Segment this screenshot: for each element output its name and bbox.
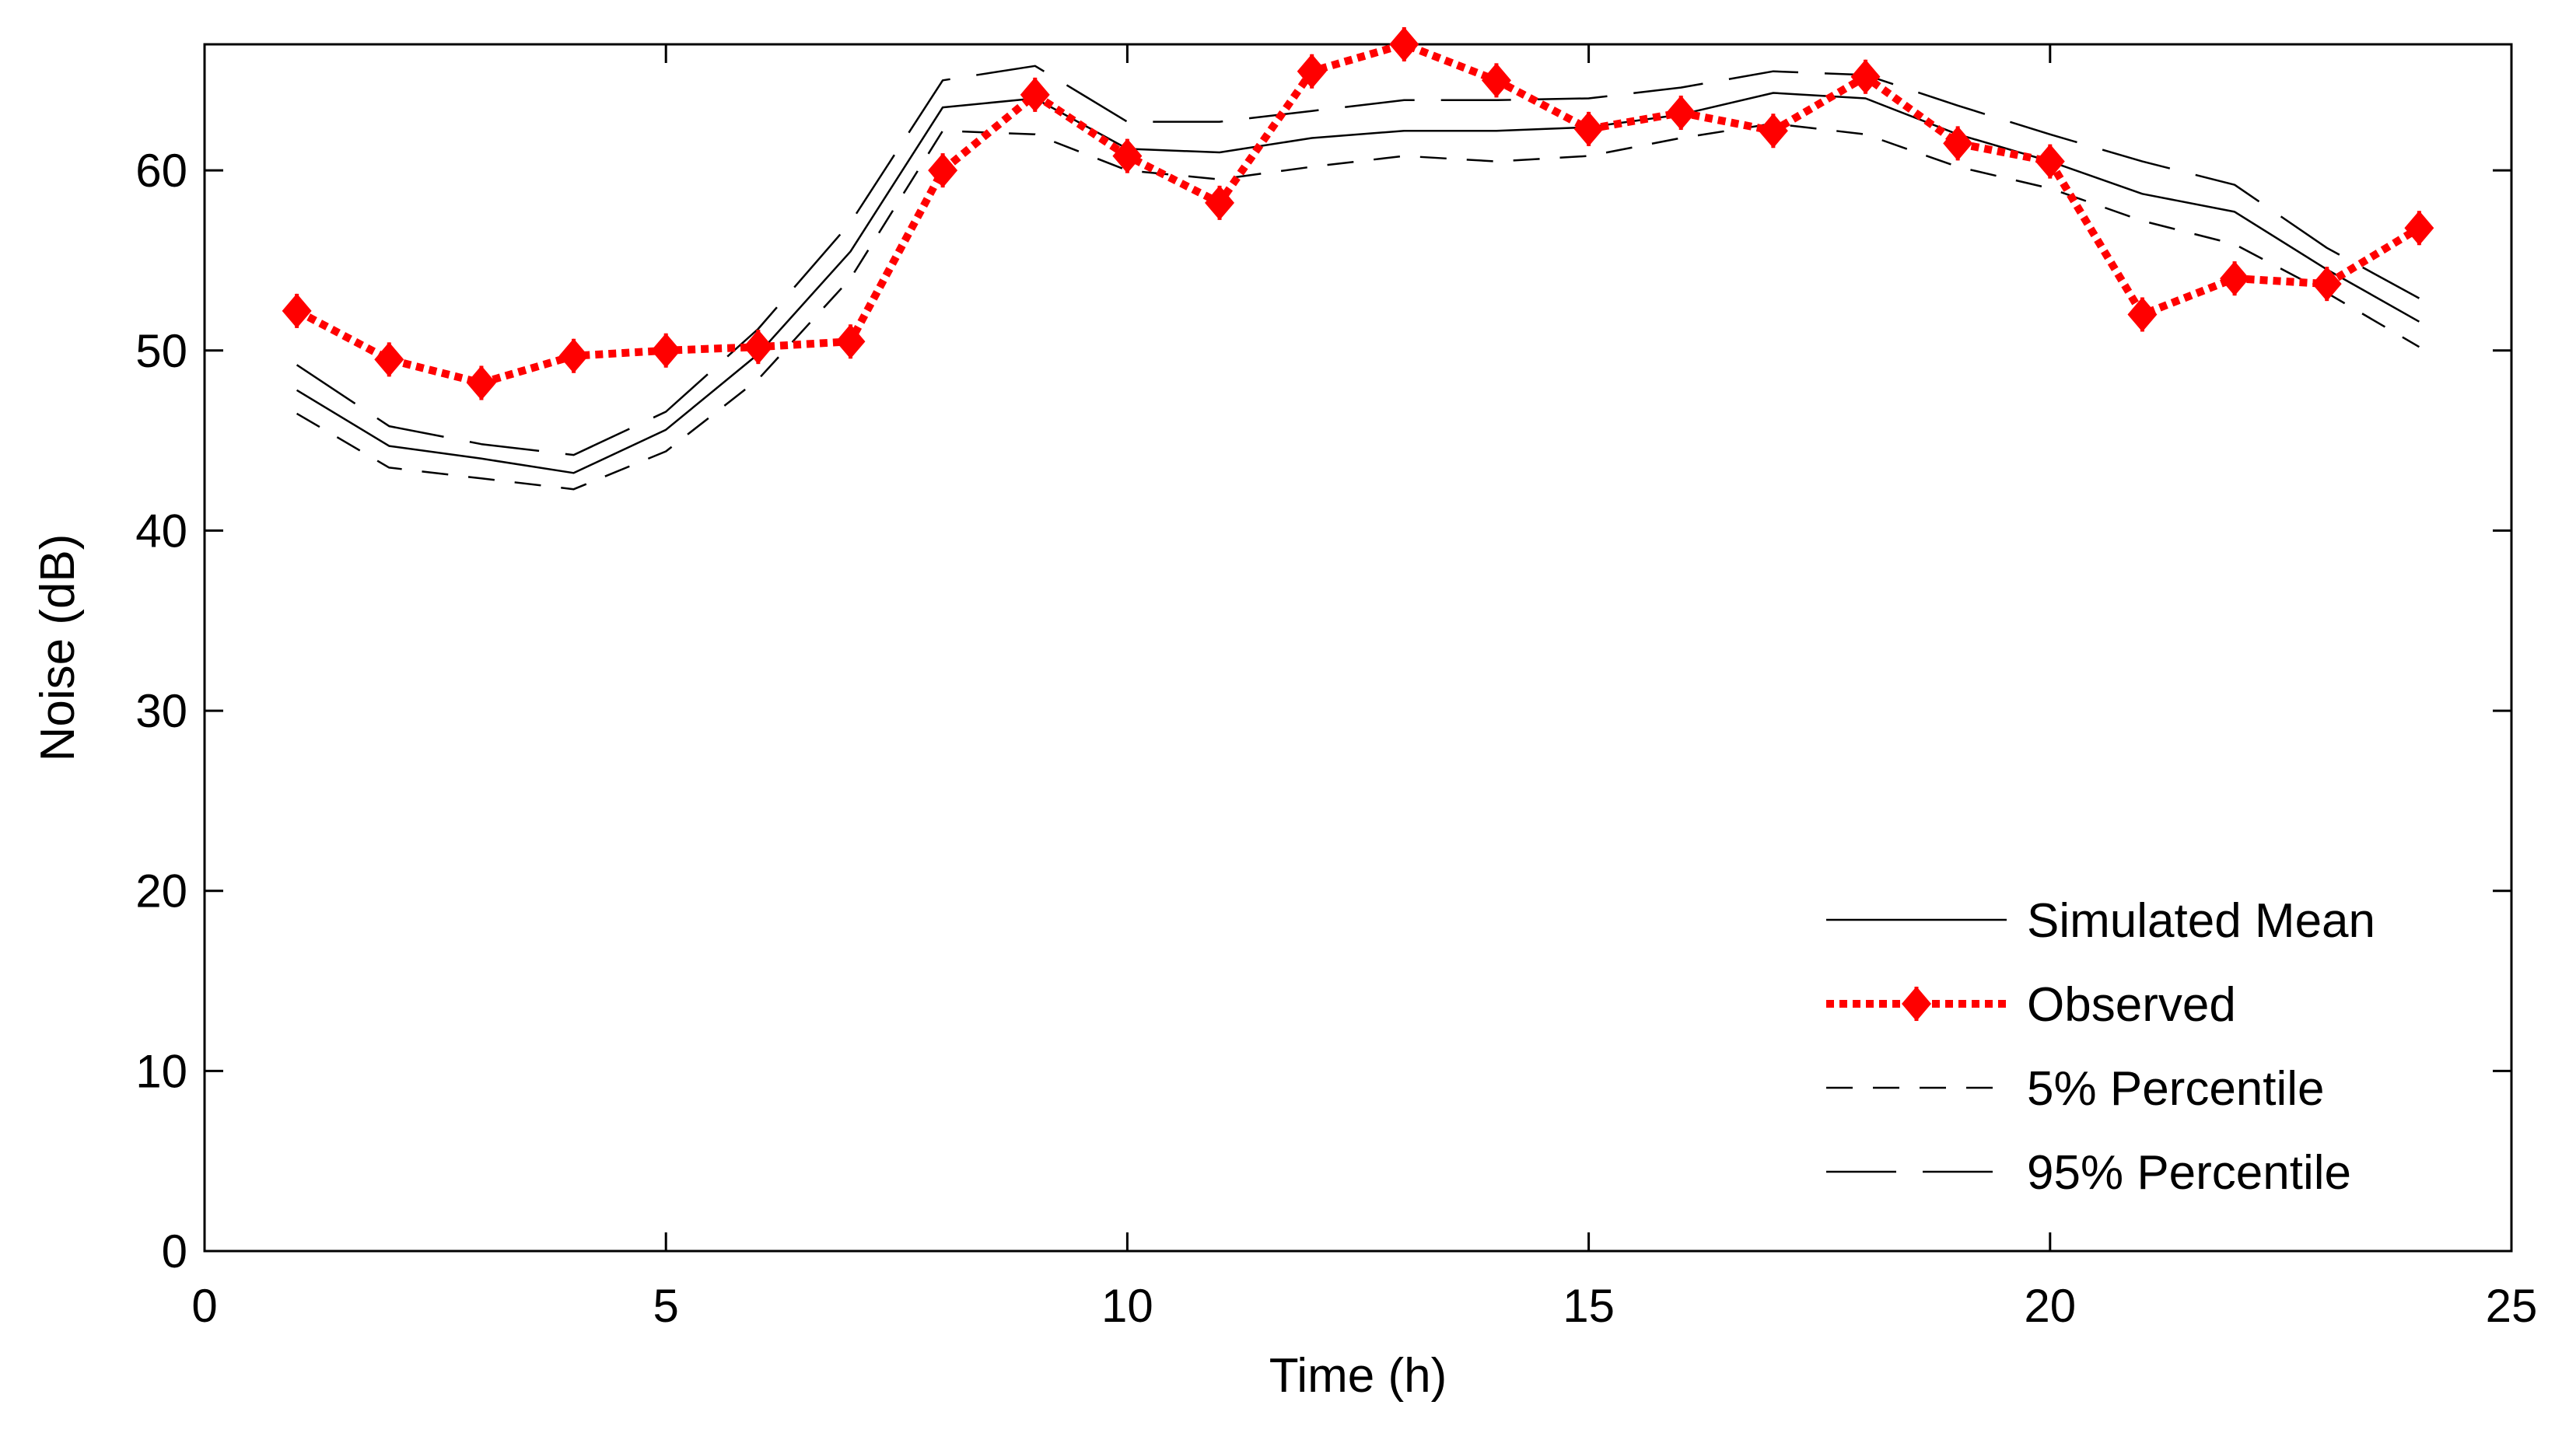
observed-data-point <box>835 323 866 359</box>
observed-data-point <box>1943 126 1973 161</box>
observed-data-point <box>2312 266 2342 302</box>
series-simulated-mean <box>296 92 2420 474</box>
observed-data-point <box>1112 138 1143 173</box>
x-tick-label: 0 <box>191 1280 217 1332</box>
observed-data-point <box>1389 26 1419 62</box>
series-95-percentile <box>296 65 2420 456</box>
observed-data-point <box>1573 111 1604 147</box>
observed-data-point <box>466 365 496 400</box>
series-line-95-percentile <box>296 65 2420 456</box>
series-5-percentile <box>296 122 2420 491</box>
observed-data-point <box>1850 59 1881 95</box>
legend-label: 5% Percentile <box>2027 1062 2325 1116</box>
observed-data-point <box>2220 260 2250 296</box>
observed-data-point <box>2035 144 2065 179</box>
series-layer <box>282 26 2434 491</box>
legend-label: Observed <box>2027 978 2236 1032</box>
legend-item-simulated-mean: Simulated Mean <box>1826 894 2375 948</box>
legend-label: Simulated Mean <box>2027 894 2375 948</box>
observed-data-point <box>651 333 681 369</box>
x-tick-label: 25 <box>2486 1280 2538 1332</box>
x-tick-label: 20 <box>2024 1280 2076 1332</box>
observed-data-point <box>374 342 404 377</box>
chart-legend: Simulated Mean Observed 5% Percentile 95% P… <box>1826 894 2375 1200</box>
series-observed <box>282 26 2434 400</box>
observed-data-point <box>1297 54 1327 89</box>
y-axis-label: Noise (dB) <box>31 534 85 762</box>
observed-data-point <box>1666 95 1696 131</box>
y-tick-label: 10 <box>135 1045 187 1097</box>
series-line-observed <box>295 40 2421 387</box>
series-line-simulated-mean <box>296 92 2420 474</box>
legend-item-observed: Observed <box>1826 978 2236 1032</box>
x-axis-label: Time (h) <box>1269 1349 1447 1403</box>
observed-data-point <box>1758 113 1788 149</box>
observed-data-point <box>2404 210 2434 246</box>
legend-label: 95% Percentile <box>2027 1146 2351 1200</box>
observed-data-point <box>743 329 773 365</box>
y-tick-label: 30 <box>135 685 187 737</box>
observed-data-point <box>558 338 589 374</box>
y-tick-label: 60 <box>135 145 187 197</box>
legend-item-95-percentile: 95% Percentile <box>1826 1146 2351 1200</box>
y-tick-label: 0 <box>162 1225 187 1277</box>
x-tick-label: 15 <box>1563 1280 1615 1332</box>
observed-data-point <box>1020 77 1050 113</box>
observed-data-point <box>282 293 312 329</box>
legend-marker <box>1902 986 1931 1022</box>
observed-data-point <box>1205 185 1235 221</box>
y-tick-label: 40 <box>135 505 187 557</box>
observed-data-point <box>2127 297 2158 332</box>
observed-data-point <box>1481 63 1511 98</box>
observed-data-point <box>928 152 958 188</box>
y-tick-label: 50 <box>135 325 187 377</box>
y-tick-label: 20 <box>135 865 187 917</box>
legend-item-5-percentile: 5% Percentile <box>1826 1062 2325 1116</box>
series-line-5-percentile <box>296 122 2420 491</box>
x-tick-label: 10 <box>1101 1280 1153 1332</box>
axis-ticks: 0 5 10 15 20 25 0 10 20 30 40 50 60 <box>135 44 2537 1332</box>
plot-area-frame <box>203 43 2513 1253</box>
x-tick-label: 5 <box>653 1280 679 1332</box>
